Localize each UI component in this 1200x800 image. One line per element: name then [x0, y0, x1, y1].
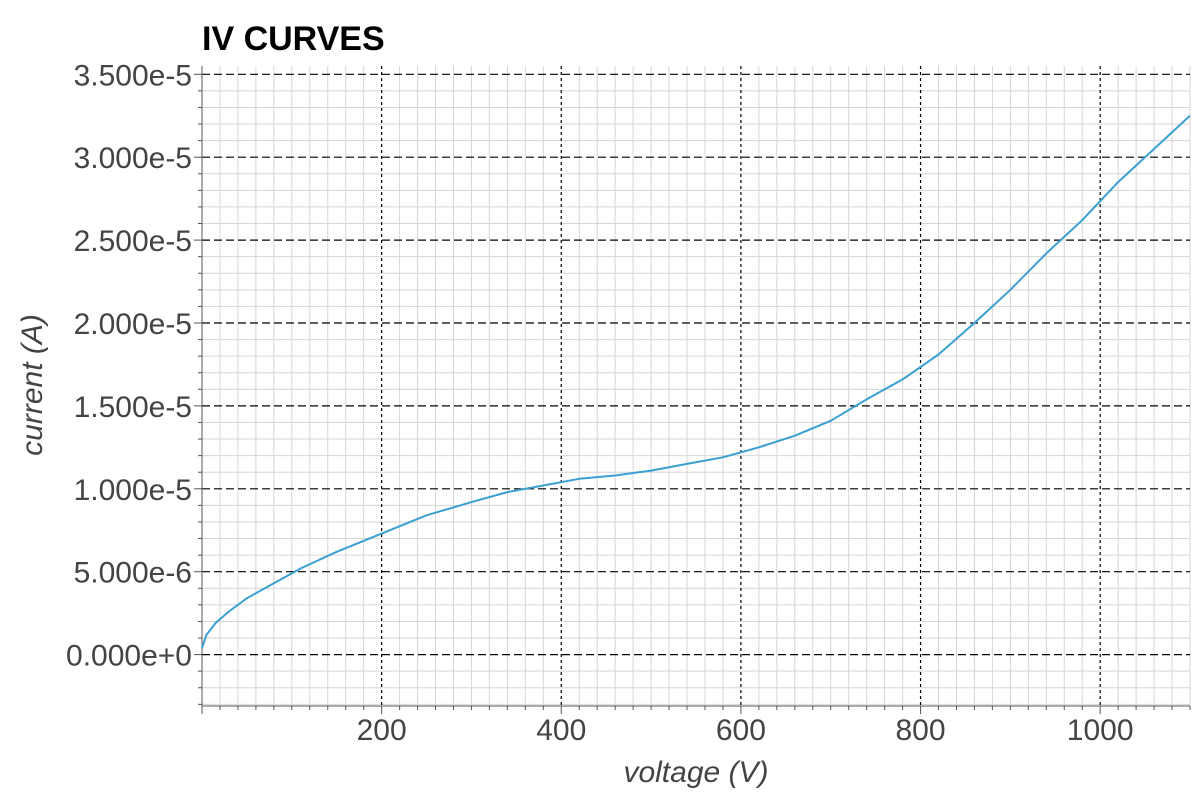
- minor-grid: [202, 66, 1191, 706]
- y-tick-label: 2.500e-5: [74, 225, 192, 258]
- x-tick-labels: 200 400 600 800 1000: [357, 714, 1134, 747]
- x-axis-label: voltage (V): [623, 756, 768, 789]
- x-tick-label: 800: [896, 714, 946, 747]
- major-grid: [202, 66, 1190, 706]
- y-tick-label: 3.500e-5: [74, 59, 192, 92]
- axes: [194, 66, 1191, 714]
- y-tick-label: 3.000e-5: [74, 142, 192, 175]
- x-tick-label: 200: [357, 714, 407, 747]
- y-tick-label: 2.000e-5: [74, 308, 192, 341]
- y-tick-label: 0.000e+0: [66, 640, 192, 673]
- series-line-iv-curve: [201, 114, 1191, 649]
- x-tick-label: 400: [536, 714, 586, 747]
- chart-title: IV CURVES: [202, 20, 385, 58]
- x-tick-label: 600: [716, 714, 766, 747]
- y-tick-labels: 0.000e+0 5.000e-6 1.000e-5 1.500e-5 2.000e-5…: [66, 59, 192, 672]
- series-layer: [201, 114, 1191, 649]
- y-tick-label: 5.000e-6: [74, 557, 192, 590]
- x-tick-label: 1000: [1067, 714, 1134, 747]
- y-tick-label: 1.500e-5: [74, 391, 192, 424]
- y-axis-label: current (A): [16, 314, 49, 456]
- y-tick-label: 1.000e-5: [74, 474, 192, 507]
